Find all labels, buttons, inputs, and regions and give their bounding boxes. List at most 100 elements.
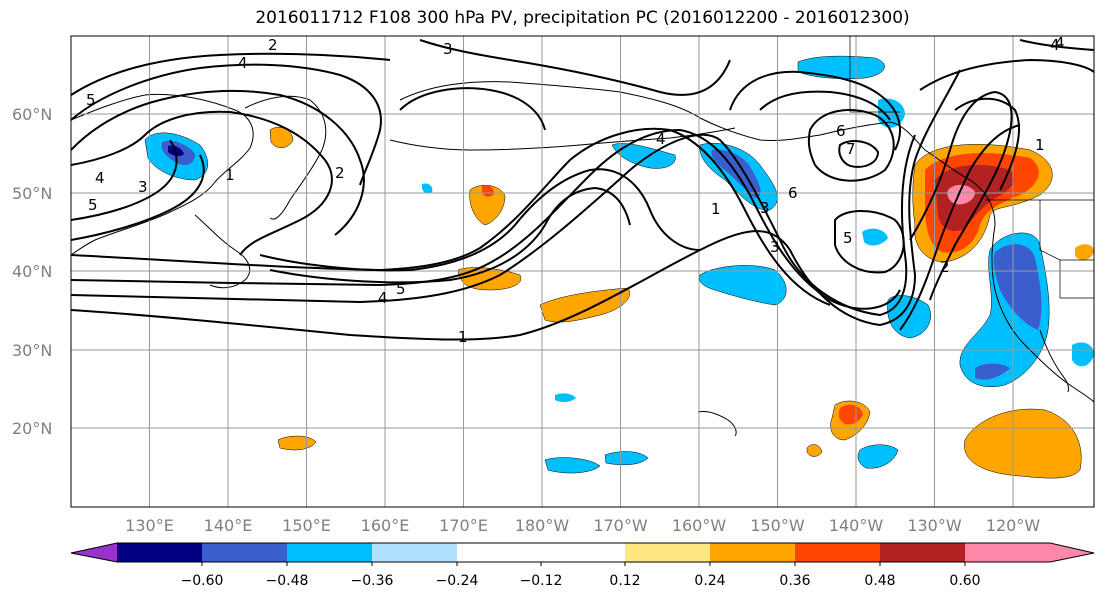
- colorbar-bin: [541, 543, 625, 562]
- colorbar-bin: [117, 543, 202, 562]
- map-border: [70, 35, 1095, 508]
- north-america-coastline: [924, 149, 1094, 403]
- positive-precip-region: [482, 184, 494, 197]
- lon-label: 170°W: [593, 516, 648, 535]
- pv-contour: [259, 168, 701, 272]
- pv-contour: [71, 154, 205, 241]
- lon-label: 180°W: [515, 516, 570, 535]
- negative-precip-region: [862, 228, 888, 246]
- colorbar-bin: [625, 543, 710, 562]
- pv-contour: [71, 128, 901, 310]
- positive-precip-region: [838, 404, 863, 425]
- positive-precip-region: [269, 127, 294, 148]
- contour-label: 3: [138, 178, 148, 196]
- pv-contour: [729, 70, 901, 151]
- lon-label: 160°E: [361, 516, 410, 535]
- pv-contour: [71, 139, 178, 221]
- contour-label: 5: [88, 196, 98, 214]
- colorbar-label: −0.24: [436, 573, 479, 589]
- colorbar-bin: [372, 543, 457, 562]
- colorbar-outline: [70, 542, 1095, 563]
- colorbar-label: 0.12: [609, 573, 640, 589]
- hawaii-islands: [697, 411, 737, 437]
- positive-precip-region: [964, 408, 1082, 479]
- contour-label: 1: [225, 166, 235, 184]
- contour-label: 5: [396, 280, 406, 298]
- coastlines: [71, 81, 1094, 437]
- colorbar-label: −0.48: [266, 573, 309, 589]
- contour-label: 4: [656, 130, 666, 148]
- colorbar-label: 0.36: [779, 573, 810, 589]
- asia-coastline: [71, 93, 254, 256]
- lon-label: 130°E: [125, 516, 174, 535]
- figure-title: 2016011712 F108 300 hPa PV, precipitatio…: [255, 8, 910, 28]
- contour-label: 4: [95, 169, 105, 187]
- colorbar-bin: [880, 543, 965, 562]
- negative-precip-region: [1072, 342, 1094, 367]
- negative-precip-region: [611, 143, 676, 169]
- pv-contour: [71, 89, 365, 236]
- map-plot-area: 5 3 4 4 2 1 4 5 3 2 1 4 6 7 6 3 1 3 5 5 …: [71, 34, 1094, 507]
- contour-label: 1: [711, 200, 721, 218]
- contour-label: 3: [770, 238, 780, 256]
- pv-contours: [71, 39, 1094, 341]
- pv-contour: [269, 186, 631, 284]
- pv-contour: [838, 139, 880, 168]
- contour-label: 2: [940, 258, 950, 276]
- state-boundary: [1039, 200, 1061, 298]
- positive-precip-region: [935, 164, 1015, 232]
- lon-label: 130°W: [907, 516, 962, 535]
- contour-label: 7: [846, 140, 856, 158]
- contour-label: 5: [843, 229, 853, 247]
- contour-label: 1: [1035, 136, 1045, 154]
- colorbar-bin: [457, 543, 541, 562]
- negative-precip-region: [857, 444, 899, 469]
- lat-label: 20°N: [12, 419, 52, 438]
- lon-label: 120°W: [986, 516, 1041, 535]
- positive-precip-region: [806, 444, 823, 457]
- lat-label: 60°N: [12, 105, 52, 124]
- contour-label: 4: [378, 289, 388, 307]
- colorbar-label: 0.24: [694, 573, 725, 589]
- pv-contour: [834, 210, 905, 274]
- pv-contour: [807, 109, 895, 182]
- lat-label: 30°N: [12, 341, 52, 360]
- negative-precip-region: [555, 393, 576, 403]
- colorbar-extend-right: [1050, 543, 1094, 562]
- pv-contour: [899, 124, 1021, 331]
- contour-label: 2: [268, 36, 278, 54]
- colorbar-bin: [287, 543, 372, 562]
- positive-precip-region: [539, 287, 630, 323]
- aleutian-islands: [389, 127, 736, 151]
- lon-label: 170°E: [439, 516, 488, 535]
- longitude-labels: 130°E 140°E 150°E 160°E 170°E 180°W 170°…: [125, 516, 1040, 535]
- lat-label: 50°N: [12, 184, 52, 203]
- negative-precip-region: [797, 55, 885, 79]
- contour-label: 4: [1055, 34, 1065, 52]
- contour-label: 6: [788, 184, 798, 202]
- pv-contour: [71, 52, 391, 96]
- lon-label: 140°E: [204, 516, 253, 535]
- contour-label: 6: [836, 122, 846, 140]
- precipitation-shading: [144, 55, 1094, 479]
- colorbar-extend-left: [71, 543, 117, 562]
- contour-label: 5: [86, 91, 96, 109]
- pv-contour: [759, 90, 891, 121]
- latitude-labels: 60°N 50°N 40°N 30°N 20°N: [12, 105, 52, 438]
- pv-contour: [71, 63, 382, 186]
- positive-precip-region: [1075, 244, 1094, 261]
- positive-precip-region: [457, 267, 522, 291]
- colorbar: −0.60 −0.48 −0.36 −0.24 −0.12 0.12 0.24 …: [70, 542, 1095, 589]
- contour-label: 2: [335, 164, 345, 182]
- lon-label: 140°W: [829, 516, 884, 535]
- pv-contour: [919, 58, 1094, 91]
- colorbar-labels: −0.60 −0.48 −0.36 −0.24 −0.12 0.12 0.24 …: [181, 573, 981, 589]
- colorbar-label: 0.48: [864, 573, 895, 589]
- positive-precip-region: [947, 184, 975, 205]
- pv-contour: [954, 97, 1021, 191]
- negative-precip-region: [699, 265, 787, 306]
- negative-precip-region: [544, 457, 601, 474]
- pv-contour: [71, 110, 333, 256]
- pv-contour: [1019, 39, 1094, 51]
